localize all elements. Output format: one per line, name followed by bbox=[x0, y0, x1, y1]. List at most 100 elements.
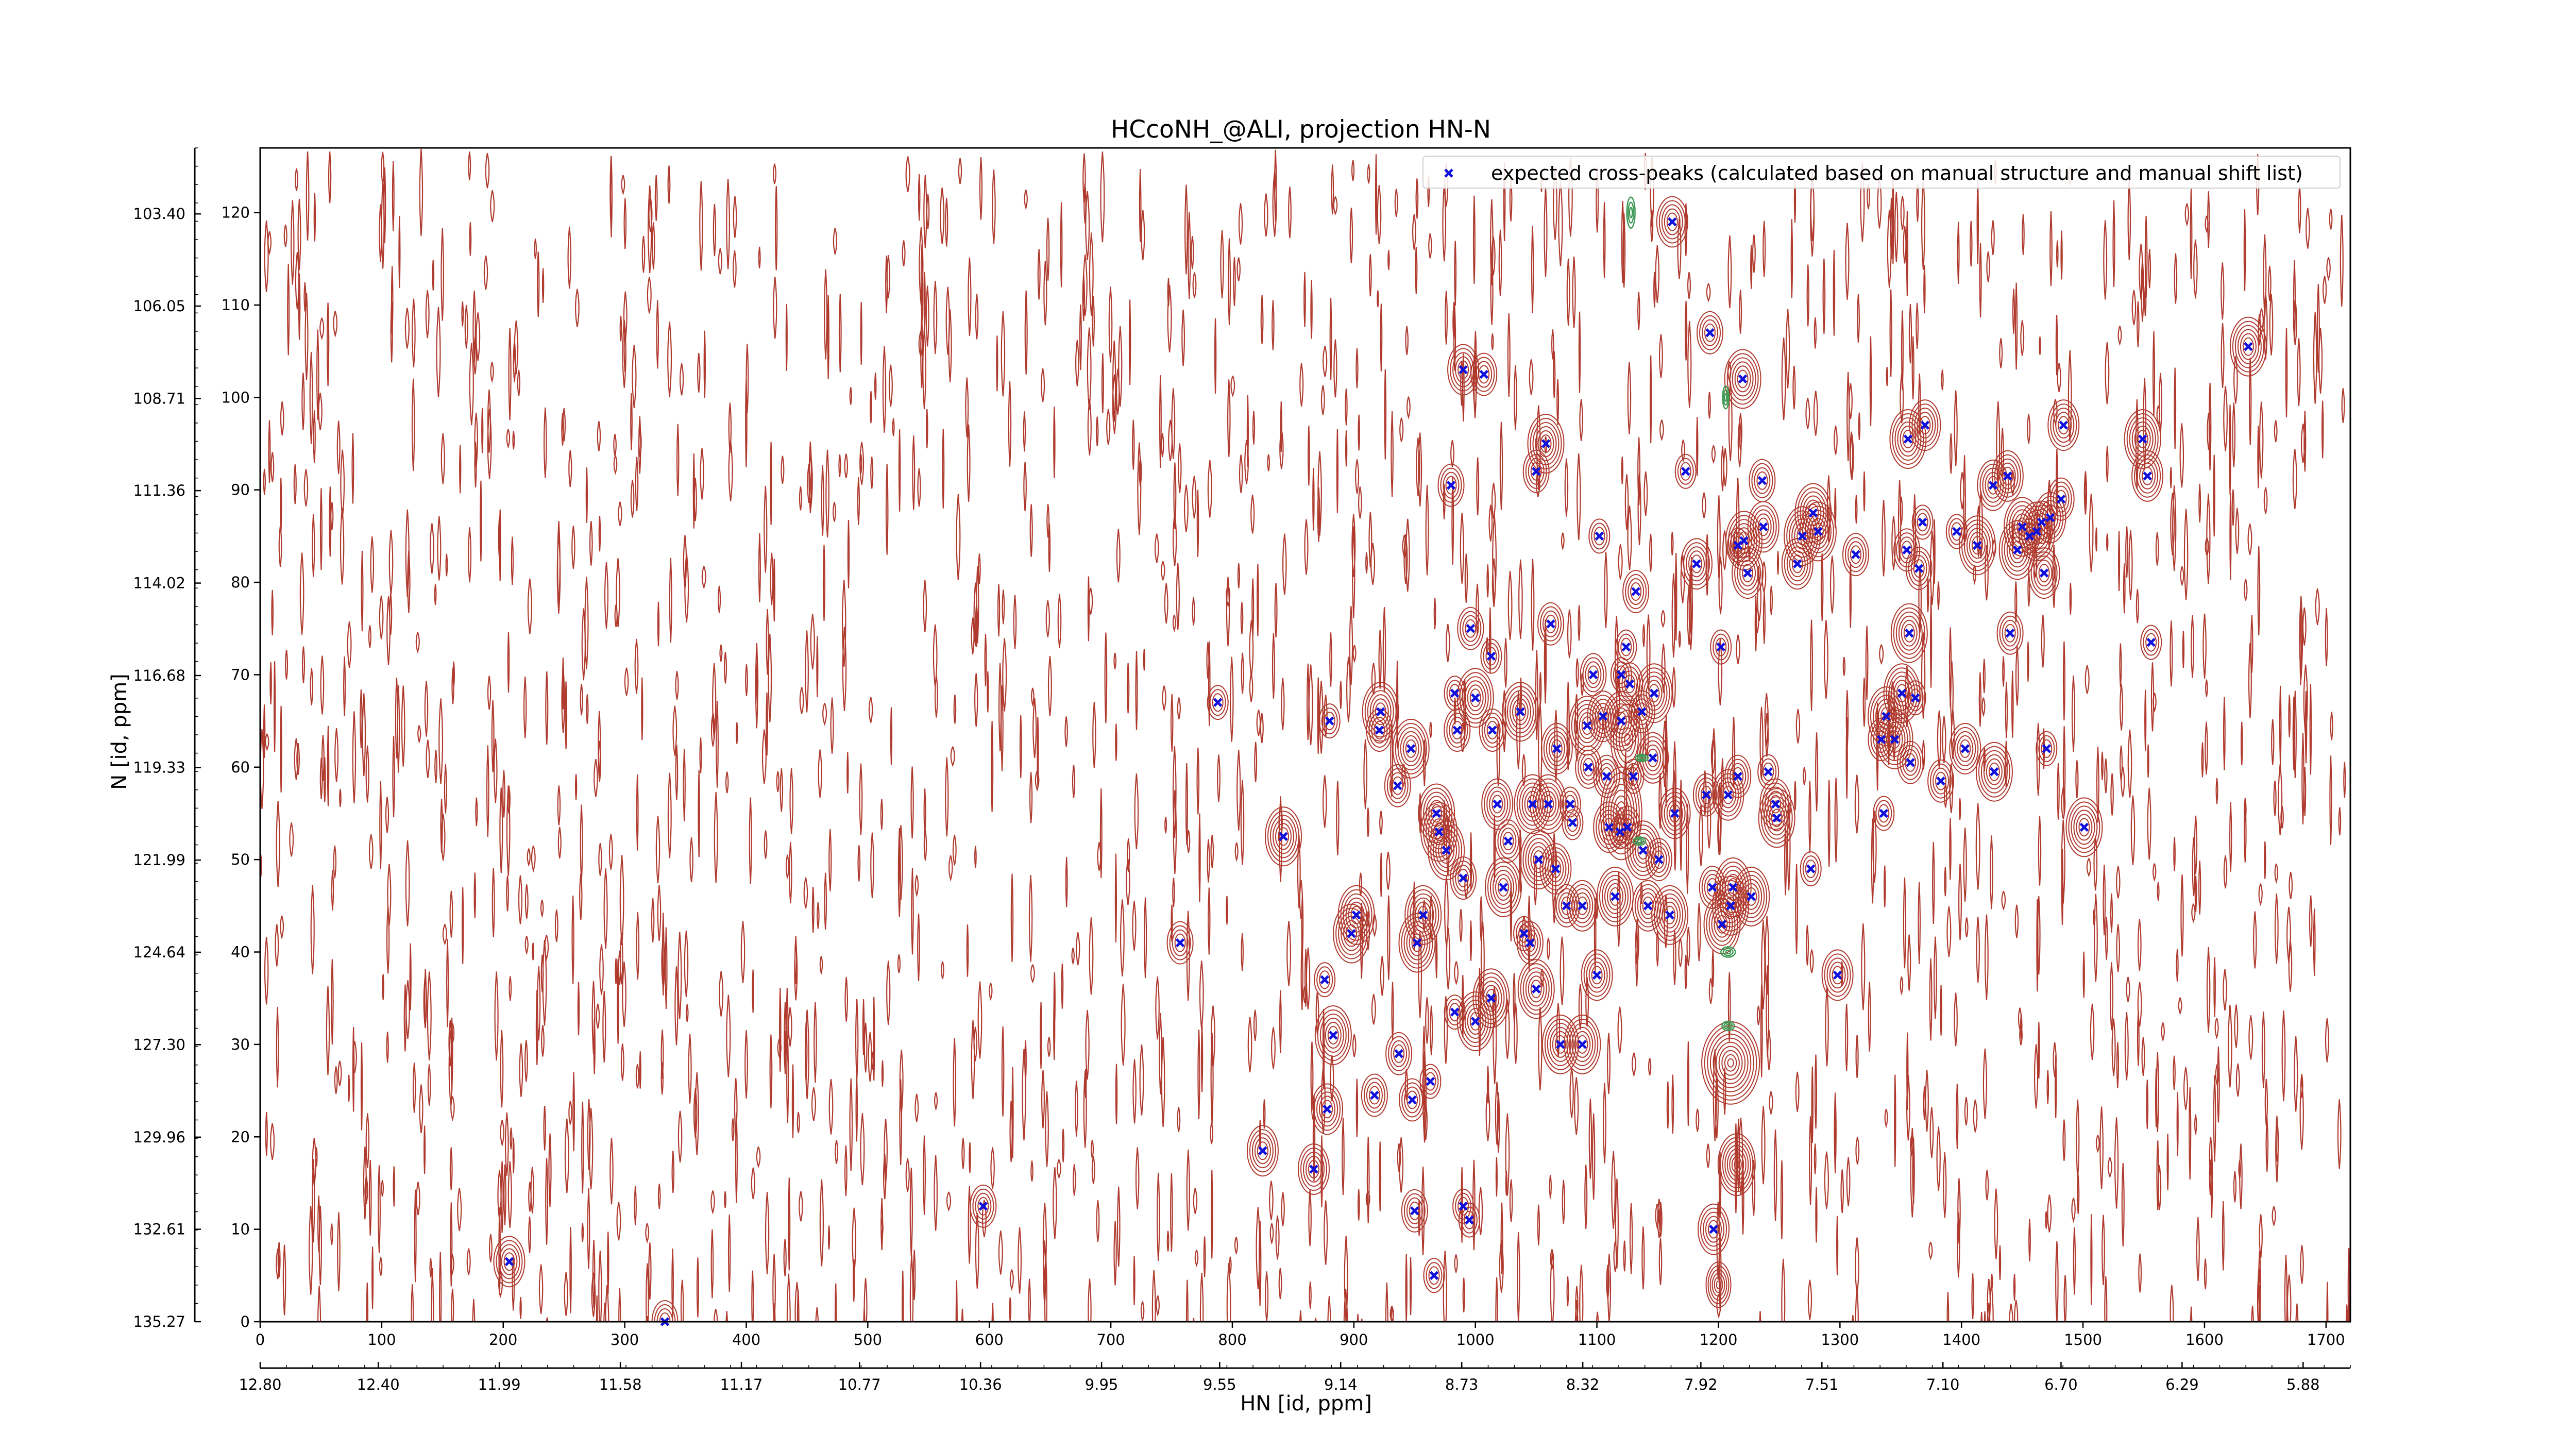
peak-contour bbox=[1419, 1064, 1442, 1099]
peak-contour bbox=[1710, 629, 1732, 665]
cross-peak-marker bbox=[1716, 642, 1725, 652]
y-tick-label: 70 bbox=[231, 666, 250, 683]
cross-peak-marker bbox=[1588, 670, 1598, 680]
y-tick-label: 60 bbox=[231, 759, 250, 776]
cross-peak-marker bbox=[1936, 776, 1945, 786]
peak-contour bbox=[1423, 1258, 1445, 1293]
cross-peak-marker bbox=[1394, 1049, 1403, 1058]
cross-peak-marker bbox=[1604, 822, 1614, 832]
peak-contour bbox=[1758, 788, 1795, 848]
cross-peak-marker bbox=[1534, 855, 1544, 864]
legend-label: expected cross-peaks (calculated based o… bbox=[1491, 162, 2303, 184]
y-ppm-tick-label: 119.33 bbox=[133, 759, 185, 777]
negative-contour bbox=[1626, 196, 1636, 229]
cross-peak-marker bbox=[1531, 467, 1541, 476]
cross-peak-marker bbox=[1531, 984, 1541, 994]
cross-peak-marker bbox=[1622, 822, 1632, 832]
cross-peak-marker bbox=[1410, 1206, 1419, 1216]
cross-peak-marker bbox=[2244, 342, 2253, 351]
cross-peak-marker bbox=[1702, 790, 1711, 800]
cross-peak-marker bbox=[1648, 753, 1657, 763]
peak-contour bbox=[1311, 1083, 1343, 1135]
peak-contour bbox=[1314, 1005, 1352, 1065]
cross-peak-marker bbox=[1814, 527, 1823, 536]
cross-peak-marker bbox=[1325, 716, 1334, 726]
peak-contour bbox=[1246, 1125, 1279, 1177]
cross-peak-marker bbox=[1526, 938, 1535, 948]
y-ppm-tick-label: 124.64 bbox=[133, 943, 185, 961]
peak-contour bbox=[1481, 778, 1514, 830]
strong-peak-contour bbox=[1610, 704, 1645, 775]
cross-peak-marker bbox=[1879, 808, 1889, 818]
cross-peak-marker bbox=[1876, 735, 1886, 744]
cross-peak-marker bbox=[1602, 771, 1612, 781]
peak-contour bbox=[1537, 602, 1564, 646]
cross-peak-marker bbox=[1952, 527, 1961, 536]
plot-frame bbox=[259, 147, 2351, 1323]
cross-peak-marker bbox=[2138, 434, 2147, 444]
cross-peak-marker bbox=[2005, 628, 2015, 638]
peak-contour bbox=[1889, 409, 1927, 469]
peak-contour bbox=[2028, 547, 2060, 599]
peak-contour bbox=[1472, 968, 1510, 1029]
x-ppm-tick-label: 9.95 bbox=[1085, 1376, 1118, 1393]
peak-contour bbox=[2047, 477, 2075, 521]
cross-peak-marker bbox=[1960, 744, 1970, 753]
cross-peak-marker bbox=[1432, 808, 1441, 818]
cross-peak-marker bbox=[2143, 471, 2152, 481]
cross-peak-marker bbox=[2079, 822, 2089, 832]
cross-peak-marker bbox=[1470, 693, 1480, 703]
cross-peak-marker bbox=[1617, 670, 1626, 680]
peak-contour bbox=[1681, 538, 1713, 590]
peak-contour bbox=[1520, 830, 1557, 890]
peak-contour bbox=[493, 1236, 526, 1288]
peak-contour bbox=[1757, 754, 1780, 789]
x-tick-label: 1100 bbox=[1578, 1331, 1616, 1349]
x-tick-label: 200 bbox=[489, 1331, 517, 1349]
peak-contour bbox=[970, 1184, 997, 1228]
peak-contour bbox=[1747, 501, 1780, 553]
negative-contour bbox=[1722, 385, 1730, 410]
cross-peak-marker bbox=[1793, 559, 1802, 568]
cross-peak-marker bbox=[1546, 619, 1555, 629]
peak-contour bbox=[1991, 450, 2024, 502]
cross-peak-marker bbox=[1459, 1202, 1468, 1211]
cross-peak-marker bbox=[1631, 587, 1640, 596]
cross-peak-marker bbox=[1739, 536, 1749, 546]
peak-contour bbox=[1207, 685, 1229, 720]
cross-peak-marker bbox=[1621, 642, 1631, 652]
peak-contour bbox=[1530, 774, 1567, 834]
cross-peak-marker bbox=[1902, 545, 1911, 555]
cross-peak-marker bbox=[1582, 721, 1592, 730]
peak-contour bbox=[2124, 409, 2161, 469]
cross-peak-marker bbox=[1851, 550, 1860, 559]
peak-contour bbox=[1622, 570, 1650, 613]
peak-contour bbox=[1337, 885, 1375, 945]
y-tick-label: 40 bbox=[231, 943, 250, 961]
cross-peak-marker bbox=[1758, 522, 1768, 532]
cross-peak-marker bbox=[1466, 624, 1476, 633]
peak-contour bbox=[1645, 838, 1672, 882]
cross-peak-marker bbox=[2146, 637, 2156, 647]
peak-contour bbox=[1450, 856, 1477, 900]
cross-peak-marker bbox=[1552, 744, 1562, 753]
x-axis-label: HN [id, ppm] bbox=[1240, 1392, 1372, 1416]
x-ppm-tick-label: 11.17 bbox=[720, 1376, 762, 1393]
cross-peak-marker bbox=[1493, 799, 1502, 809]
y-ppm-tick-label: 108.71 bbox=[133, 390, 185, 407]
cross-peak-marker bbox=[1578, 1040, 1587, 1049]
cross-peak-marker bbox=[1412, 938, 1422, 948]
cross-peak-marker bbox=[2003, 471, 2012, 481]
cross-peak-marker bbox=[1408, 1095, 1417, 1105]
cross-peak-marker bbox=[1418, 911, 1428, 920]
cross-peak-marker bbox=[1649, 688, 1659, 698]
negative-contour bbox=[1720, 946, 1736, 958]
cross-peak-marker bbox=[1757, 476, 1767, 485]
peak-contour bbox=[1588, 518, 1611, 554]
cross-peak-marker bbox=[1479, 369, 1488, 379]
cross-peak-marker bbox=[1568, 818, 1578, 828]
cross-peak-marker bbox=[1556, 1040, 1565, 1049]
y-axis-label: N [id, ppm] bbox=[108, 673, 131, 790]
x-ppm-tick-label: 11.58 bbox=[599, 1376, 642, 1393]
legend: expected cross-peaks (calculated based o… bbox=[1422, 156, 2341, 189]
